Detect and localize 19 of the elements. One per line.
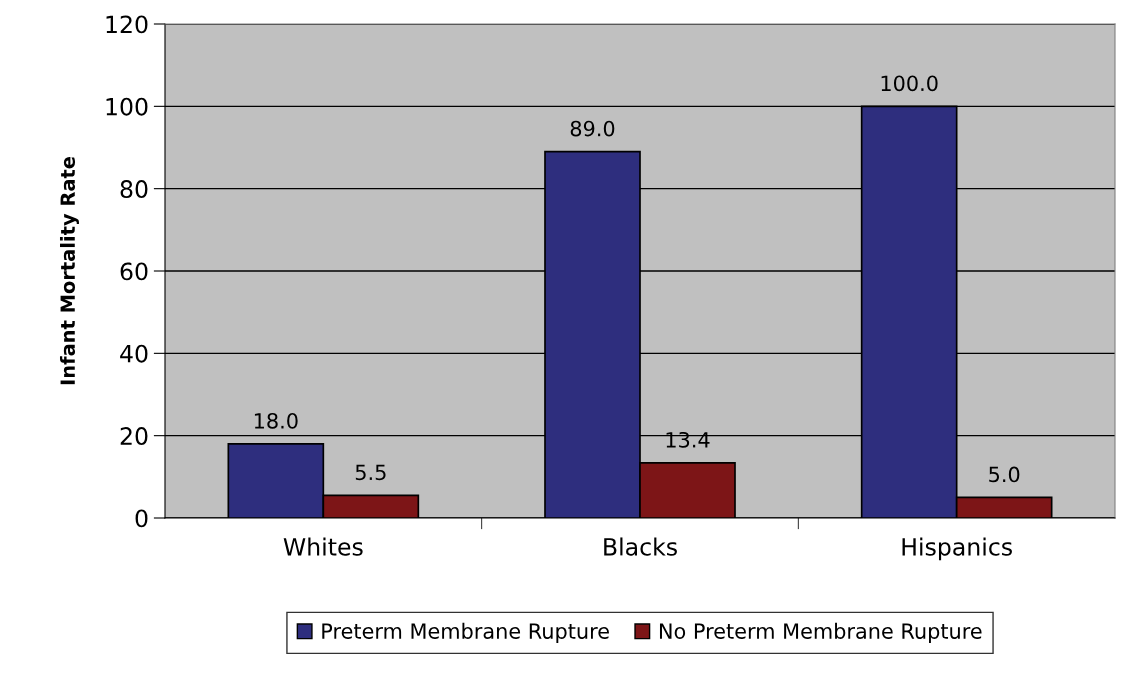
x-tick-label: Blacks <box>604 537 677 556</box>
data-label: 5.5 <box>355 464 386 481</box>
data-label: 89.0 <box>570 120 615 137</box>
y-axis-title: Infant Mortality Rate <box>59 156 79 385</box>
y-tick-label: 80 <box>120 180 148 198</box>
data-label: 100.0 <box>881 75 938 92</box>
y-tick-label: 100 <box>106 97 148 116</box>
y-tick-label: 0 <box>135 509 148 528</box>
data-label: 18.0 <box>254 412 298 429</box>
y-tick-label: 40 <box>120 344 148 363</box>
x-tick-label: Hispanics <box>902 537 1012 561</box>
y-tick-label: 120 <box>106 15 148 34</box>
legend-label: No Preterm Membrane Rupture <box>659 622 982 643</box>
legend-label: Preterm Membrane Rupture <box>322 622 609 643</box>
y-tick-label: 20 <box>120 427 148 445</box>
data-label: 5.0 <box>989 466 1020 483</box>
data-label: 13.4 <box>666 431 710 448</box>
y-tick-label: 60 <box>120 262 148 281</box>
x-tick-label: Whites <box>283 537 363 556</box>
